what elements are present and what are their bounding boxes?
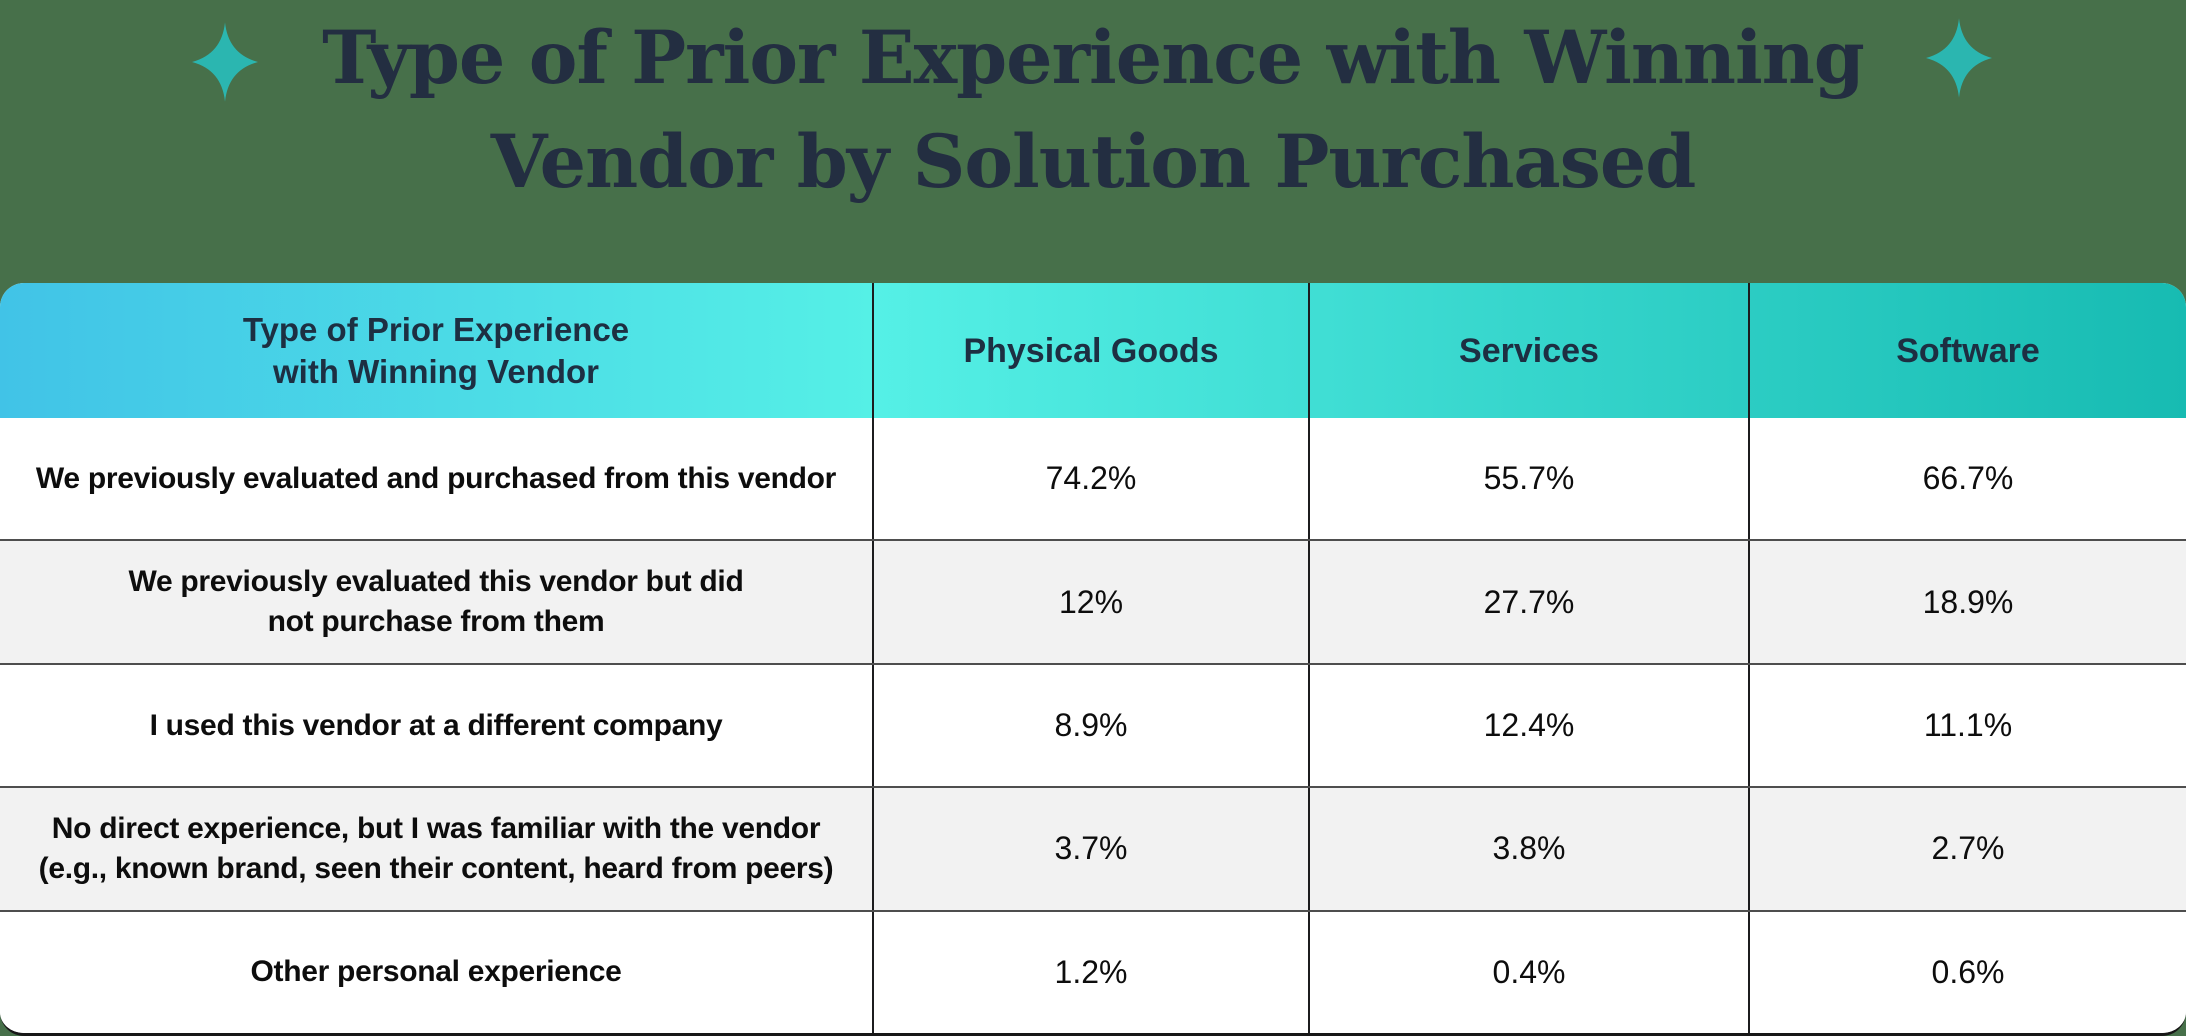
value-cell: 8.9% [872,664,1308,787]
row-label-line: (e.g., known brand, seen their content, … [38,851,834,885]
value-cell: 11.1% [1748,664,2186,787]
sparkle-icon [192,22,258,102]
sparkle-icon [1926,18,1992,98]
table-row: No direct experience, but I was familiar… [0,786,2186,910]
row-label-line: We previously evaluated this vendor but … [128,565,744,599]
header-cell-physical-goods: Physical Goods [872,283,1308,418]
table-row: I used this vendor at a different compan… [0,662,2186,787]
value-cell: 55.7% [1308,418,1748,540]
value-cell: 18.9% [1748,541,2186,663]
value-cell: 74.2% [872,418,1308,540]
page-title: Type of Prior Experience with Winning Ve… [0,6,2186,214]
header-cell-software: Software [1748,283,2186,418]
table-row: We previously evaluated this vendor but … [0,539,2186,663]
value-cell: 12% [872,541,1308,663]
title-area: Type of Prior Experience with Winning Ve… [0,0,2186,283]
header-cell-row-label-line-1: Type of Prior Experience [242,310,630,348]
value-cell: 0.6% [1748,911,2186,1033]
row-label-cell: I used this vendor at a different compan… [0,665,872,786]
page-title-line-2: Vendor by Solution Purchased [490,119,1697,205]
value-cell: 1.2% [872,911,1308,1033]
table-row: Other personal experience 1.2% 0.4% 0.6% [0,909,2186,1033]
value-cell: 66.7% [1748,418,2186,540]
row-label-cell: We previously evaluated this vendor but … [0,541,872,662]
value-cell: 2.7% [1748,788,2186,910]
value-cell: 3.8% [1308,788,1748,910]
experience-table: Type of Prior Experience with Winning Ve… [0,283,2186,1036]
header-cell-row-label: Type of Prior Experience with Winning Ve… [0,283,872,418]
row-label-cell: We previously evaluated and purchased fr… [0,418,872,539]
row-label-line: Other personal experience [250,955,622,989]
table-body: We previously evaluated and purchased fr… [0,418,2186,1033]
table-row: We previously evaluated and purchased fr… [0,418,2186,540]
row-label-cell: No direct experience, but I was familiar… [0,788,872,909]
value-cell: 0.4% [1308,911,1748,1033]
page-title-line-1: Type of Prior Experience with Winning [322,15,1865,101]
value-cell: 27.7% [1308,541,1748,663]
table-header-row: Type of Prior Experience with Winning Ve… [0,283,2186,418]
row-label-line: No direct experience, but I was familiar… [51,811,821,845]
row-label-line: We previously evaluated and purchased fr… [35,461,837,495]
value-cell: 12.4% [1308,664,1748,787]
row-label-cell: Other personal experience [0,912,872,1033]
value-cell: 3.7% [872,788,1308,910]
header-cell-services: Services [1308,283,1748,418]
header-cell-row-label-line-2: with Winning Vendor [272,352,599,390]
row-label-line: not purchase from them [267,605,605,639]
row-label-line: I used this vendor at a different compan… [149,708,723,742]
